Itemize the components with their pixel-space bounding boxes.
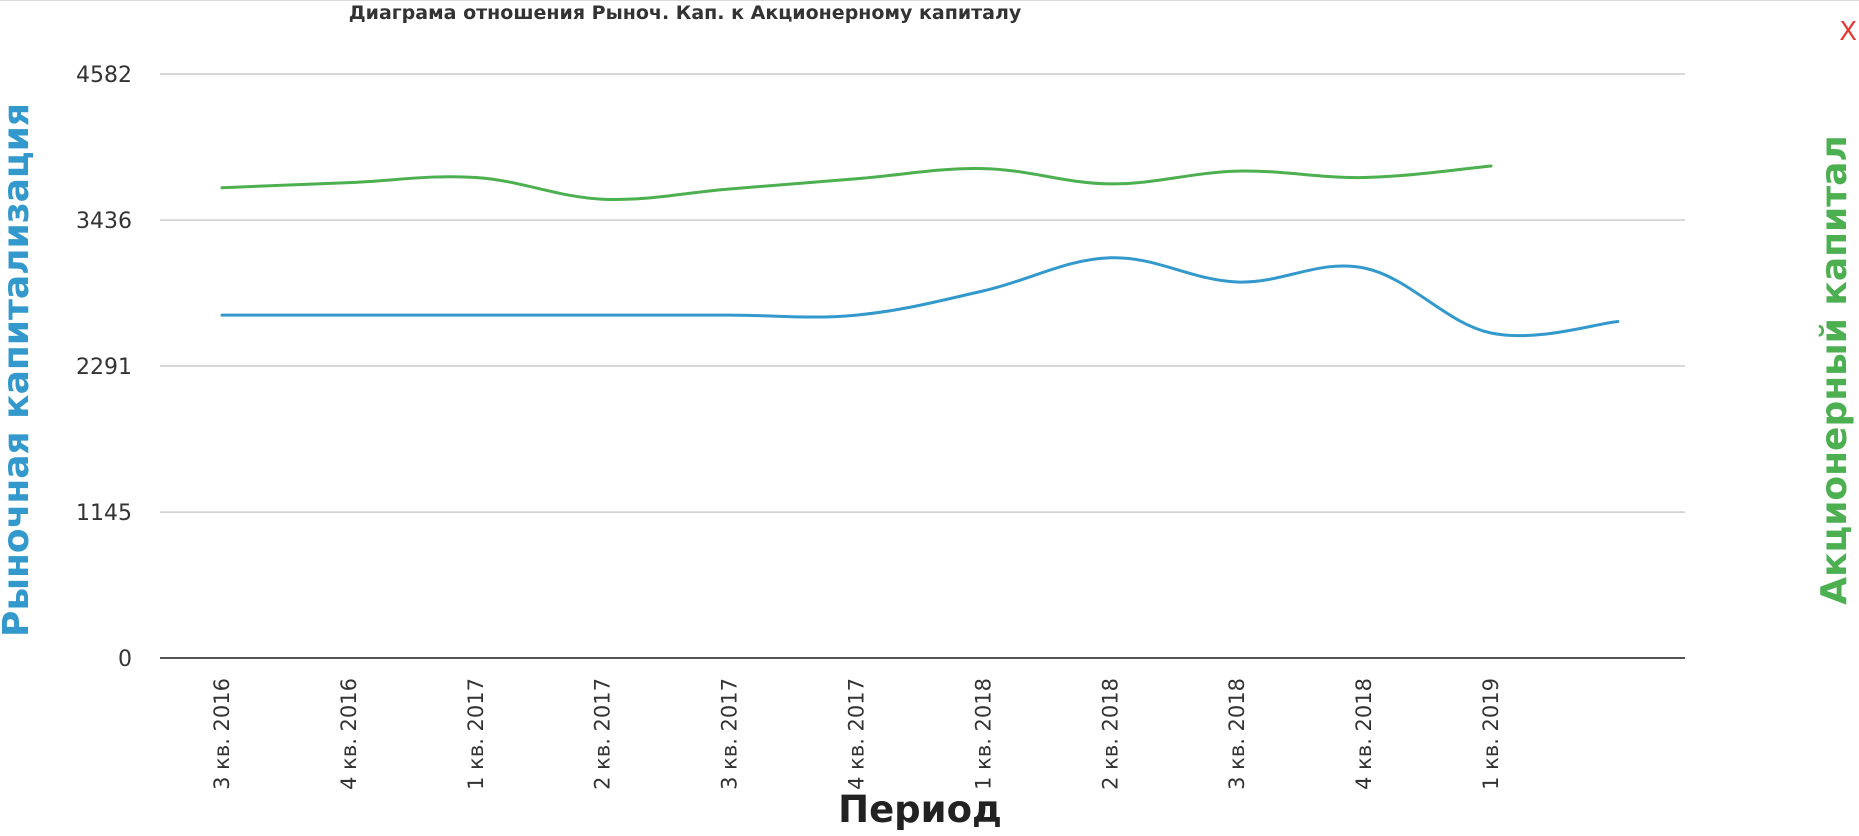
close-button[interactable]: X	[1839, 17, 1857, 47]
series-line-equity	[220, 164, 1493, 201]
x-tick-label: 3 кв. 2017	[718, 678, 742, 790]
y-axis-title-right: Акционерный капитал	[1814, 135, 1855, 605]
x-tick-label: 4 кв. 2016	[337, 678, 361, 790]
y-axis-ticks: 0 1145 2291 3436 4582	[76, 63, 132, 672]
y-axis-title-left: Рыночная капитализация	[0, 103, 37, 637]
x-tick-label: 3 кв. 2018	[1225, 678, 1249, 790]
x-axis-title: Период	[838, 788, 1002, 831]
series-lines	[220, 164, 1620, 338]
y-tick-label: 0	[118, 647, 132, 672]
x-tick-label: 2 кв. 2017	[591, 678, 615, 790]
series-line-market-cap	[220, 256, 1620, 338]
chart-title: Диаграма отношения Рыноч. Кап. к Акционе…	[349, 2, 1022, 24]
x-tick-label: 3 кв. 2016	[210, 678, 234, 790]
top-border	[0, 0, 1859, 1]
x-tick-label: 2 кв. 2018	[1098, 678, 1122, 790]
grid	[160, 73, 1685, 659]
y-tick-label: 1145	[76, 501, 132, 526]
y-tick-label: 2291	[76, 355, 132, 380]
x-tick-label: 1 кв. 2019	[1479, 678, 1503, 790]
x-tick-label: 1 кв. 2017	[464, 678, 488, 790]
x-axis-ticks: 3 кв. 2016 4 кв. 2016 1 кв. 2017 2 кв. 2017…	[210, 678, 1503, 790]
x-tick-label: 4 кв. 2018	[1352, 678, 1376, 790]
y-tick-label: 3436	[76, 209, 132, 234]
x-tick-label: 4 кв. 2017	[845, 678, 869, 790]
x-tick-label: 1 кв. 2018	[971, 678, 995, 790]
y-tick-label: 4582	[76, 63, 132, 88]
